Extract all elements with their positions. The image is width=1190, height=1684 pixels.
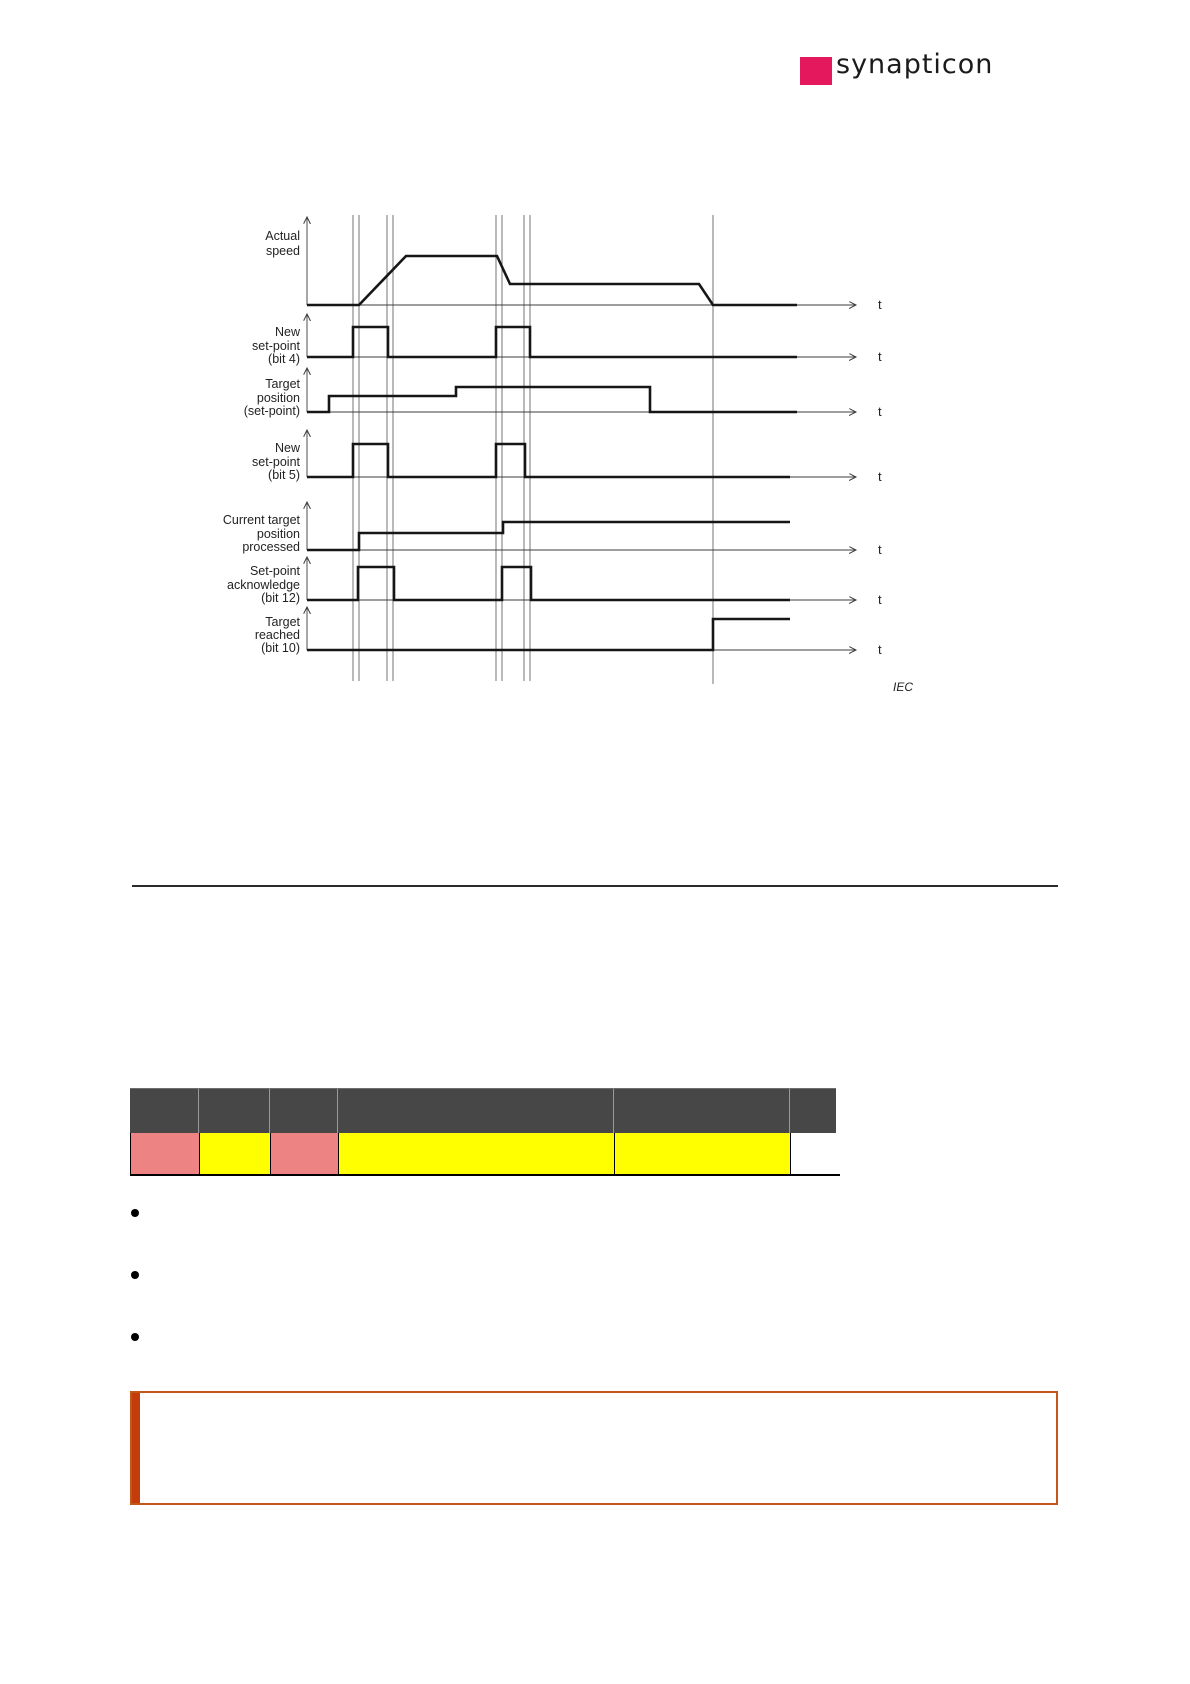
svg-text:position: position xyxy=(257,527,300,541)
svg-text:t: t xyxy=(878,349,882,364)
table-cell xyxy=(615,1133,791,1175)
table-header-row xyxy=(130,1088,838,1133)
note-accent-bar xyxy=(132,1393,140,1503)
svg-text:Target: Target xyxy=(265,615,300,629)
svg-text:t: t xyxy=(878,592,882,607)
table-cell xyxy=(200,1133,271,1175)
section-divider xyxy=(132,885,1058,887)
table-header-cell xyxy=(338,1088,614,1133)
status-word-table xyxy=(130,1088,838,1175)
svg-text:t: t xyxy=(878,642,882,657)
bullet-icon xyxy=(131,1209,139,1217)
svg-text:(bit 12): (bit 12) xyxy=(261,591,300,605)
list-item xyxy=(130,1205,156,1221)
svg-text:position: position xyxy=(257,391,300,405)
svg-text:acknowledge: acknowledge xyxy=(227,578,300,592)
svg-text:Actual: Actual xyxy=(265,229,300,243)
svg-text:set-point: set-point xyxy=(252,339,300,353)
table-header-cell xyxy=(199,1088,270,1133)
svg-text:set-point: set-point xyxy=(252,455,300,469)
svg-text:Set-point: Set-point xyxy=(250,564,301,578)
table-row xyxy=(130,1133,838,1175)
svg-text:Current target: Current target xyxy=(223,513,301,527)
table-cell xyxy=(339,1133,615,1175)
svg-text:Target: Target xyxy=(265,377,300,391)
svg-text:reached: reached xyxy=(255,628,300,642)
logo-wordmark: synapticon xyxy=(836,49,994,80)
svg-text:New: New xyxy=(275,325,301,339)
svg-text:speed: speed xyxy=(266,244,300,258)
list-item xyxy=(130,1267,156,1283)
svg-text:processed: processed xyxy=(242,540,300,554)
bullet-list xyxy=(130,1205,156,1391)
svg-text:(set-point): (set-point) xyxy=(244,404,300,418)
table-header-cell xyxy=(790,1088,836,1133)
svg-text:(bit 10): (bit 10) xyxy=(261,641,300,655)
svg-text:(bit 4): (bit 4) xyxy=(268,352,300,366)
svg-text:t: t xyxy=(878,404,882,419)
svg-text:t: t xyxy=(878,297,882,312)
svg-text:IEC: IEC xyxy=(893,680,913,694)
table-cell xyxy=(271,1133,339,1175)
bullet-icon xyxy=(131,1333,139,1341)
logo-square-icon xyxy=(800,57,832,85)
warning-note-box xyxy=(130,1391,1058,1505)
svg-text:t: t xyxy=(878,469,882,484)
table-header-cell xyxy=(614,1088,790,1133)
bullet-icon xyxy=(131,1271,139,1279)
list-item xyxy=(130,1329,156,1345)
table-cell xyxy=(791,1133,837,1175)
svg-text:New: New xyxy=(275,441,301,455)
table-bottom-border xyxy=(130,1174,840,1176)
table-header-cell xyxy=(270,1088,338,1133)
table-cell xyxy=(131,1133,200,1175)
table-header-cell xyxy=(130,1088,199,1133)
timing-diagram-figure: t Actual speed t New set-point (bit 4) t Target p… xyxy=(200,190,990,710)
svg-text:t: t xyxy=(878,542,882,557)
svg-text:(bit 5): (bit 5) xyxy=(268,468,300,482)
